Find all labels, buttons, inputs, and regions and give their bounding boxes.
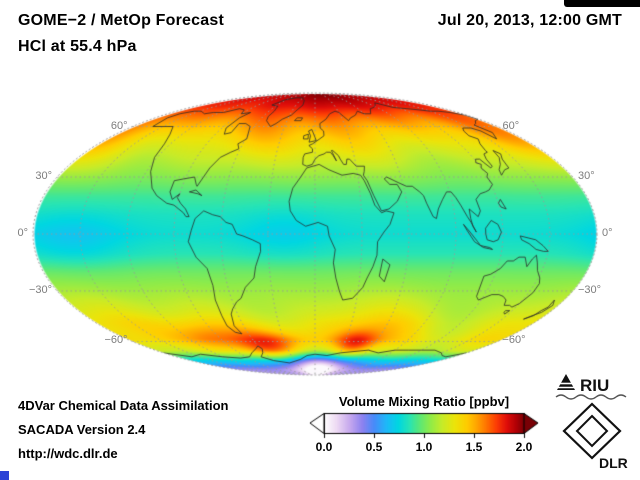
lat-tick-label: 60° [502, 119, 520, 132]
colorbar-canvas [308, 412, 540, 440]
colorbar-tick-label: 0.0 [315, 440, 333, 454]
lat-tick-label: −30° [28, 283, 53, 296]
colorbar-tick-label: 2.0 [515, 440, 533, 454]
colorbar-tick-labels: 0.0 0.5 1.0 1.5 2.0 [308, 440, 540, 456]
dlr-diamond-outline-icon [562, 402, 622, 460]
lat-tick-label: 30° [577, 170, 595, 183]
lat-tick-label: −60° [104, 334, 128, 347]
footer-version-label: SACADA Version 2.4 [18, 422, 146, 437]
riu-wave-underline-icon [555, 394, 627, 400]
riu-logo-text: RIU [580, 376, 609, 395]
colorbar-title: Volume Mixing Ratio [ppbv] [338, 394, 510, 409]
riu-logo: RIU [555, 374, 627, 400]
dlr-logo-text: DLR [599, 455, 628, 471]
colorbar: Volume Mixing Ratio [ppbv] 0.0 0.5 1.0 1.5 2… [308, 394, 540, 456]
colorbar-tick-label: 0.5 [365, 440, 383, 454]
riu-mountain-icon [557, 374, 575, 390]
colorbar-tick-label: 1.0 [415, 440, 433, 454]
lat-tick-label: 0° [17, 227, 28, 239]
dlr-diamond-inner-icon [575, 414, 609, 448]
lat-tick-label: 0° [602, 227, 613, 239]
lat-tick-label: −60° [502, 334, 526, 347]
lat-tick-label: −30° [577, 283, 602, 296]
footer-url: http://wdc.dlr.de [18, 446, 118, 461]
dlr-logo: DLR [562, 402, 628, 471]
colorbar-tick-label: 1.5 [465, 440, 483, 454]
footer-assimilation-label: 4DVar Chemical Data Assimilation [18, 398, 229, 413]
lat-tick-label: 60° [110, 119, 128, 132]
lat-tick-label: 30° [35, 170, 53, 183]
